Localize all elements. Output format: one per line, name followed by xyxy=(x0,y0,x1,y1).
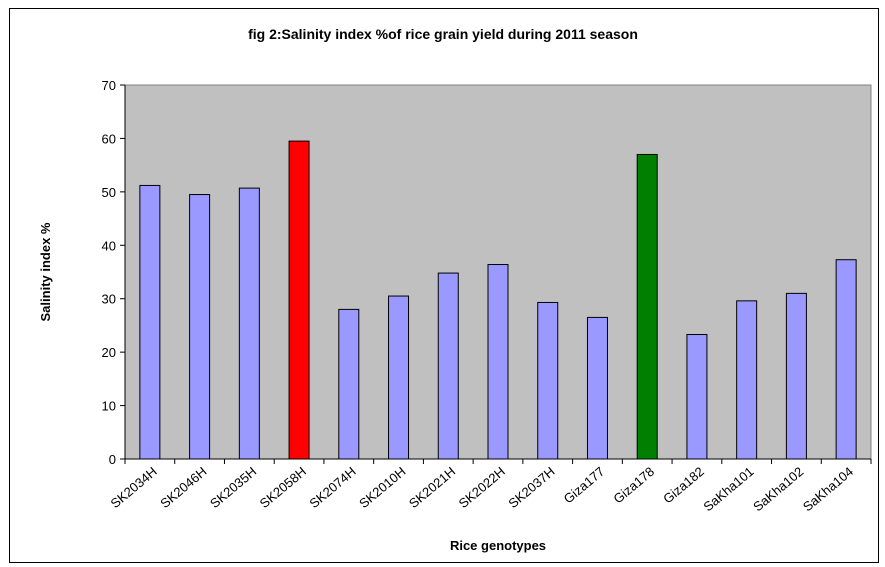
x-tick-label: SK2034H xyxy=(108,464,160,511)
bar xyxy=(190,195,210,459)
y-axis-label: Salinity index % xyxy=(38,222,53,321)
x-tick-label: SK2058H xyxy=(257,464,309,511)
y-tick-label: 40 xyxy=(102,238,116,253)
x-tick-label: SK2021H xyxy=(406,464,458,511)
x-tick-label: Giza182 xyxy=(660,464,707,507)
y-tick-label: 60 xyxy=(102,131,116,146)
x-tick-label: SK2046H xyxy=(157,464,209,511)
chart-title: fig 2:Salinity index %of rice grain yiel… xyxy=(248,26,638,42)
x-tick-label: SaKha102 xyxy=(750,464,806,515)
bar xyxy=(737,301,757,459)
bar xyxy=(140,185,160,459)
x-tick-label: SK2035H xyxy=(207,464,259,511)
bar xyxy=(339,309,359,459)
x-tick-label: Giza178 xyxy=(610,464,657,507)
x-axis-label: Rice genotypes xyxy=(450,538,546,553)
y-tick-label: 30 xyxy=(102,292,116,307)
bar xyxy=(637,154,657,459)
y-tick-label: 20 xyxy=(102,345,116,360)
x-axis: SK2034HSK2046HSK2035HSK2058HSK2074HSK201… xyxy=(108,459,871,514)
x-tick-label: SK2022H xyxy=(456,464,508,511)
x-tick-label: SK2010H xyxy=(356,464,408,511)
x-tick-label: SK2074H xyxy=(306,464,358,511)
bar xyxy=(587,317,607,459)
bar xyxy=(488,265,508,459)
bar xyxy=(538,302,558,459)
bar xyxy=(786,293,806,459)
bar xyxy=(836,260,856,459)
bar xyxy=(687,335,707,459)
y-tick-label: 50 xyxy=(102,185,116,200)
y-tick-label: 70 xyxy=(102,78,116,93)
x-tick-label: SK2037H xyxy=(505,464,557,511)
bar xyxy=(438,273,458,459)
y-tick-label: 10 xyxy=(102,399,116,414)
x-tick-label: SaKha101 xyxy=(700,464,756,515)
bar xyxy=(289,141,309,459)
bar xyxy=(389,296,409,459)
y-axis: 0 10 20 30 40 50 60 70 xyxy=(102,78,125,467)
x-tick-label: Giza177 xyxy=(561,464,608,507)
y-tick-label: 0 xyxy=(109,452,116,467)
bar xyxy=(239,188,259,459)
x-tick-label: SaKha104 xyxy=(800,464,856,515)
